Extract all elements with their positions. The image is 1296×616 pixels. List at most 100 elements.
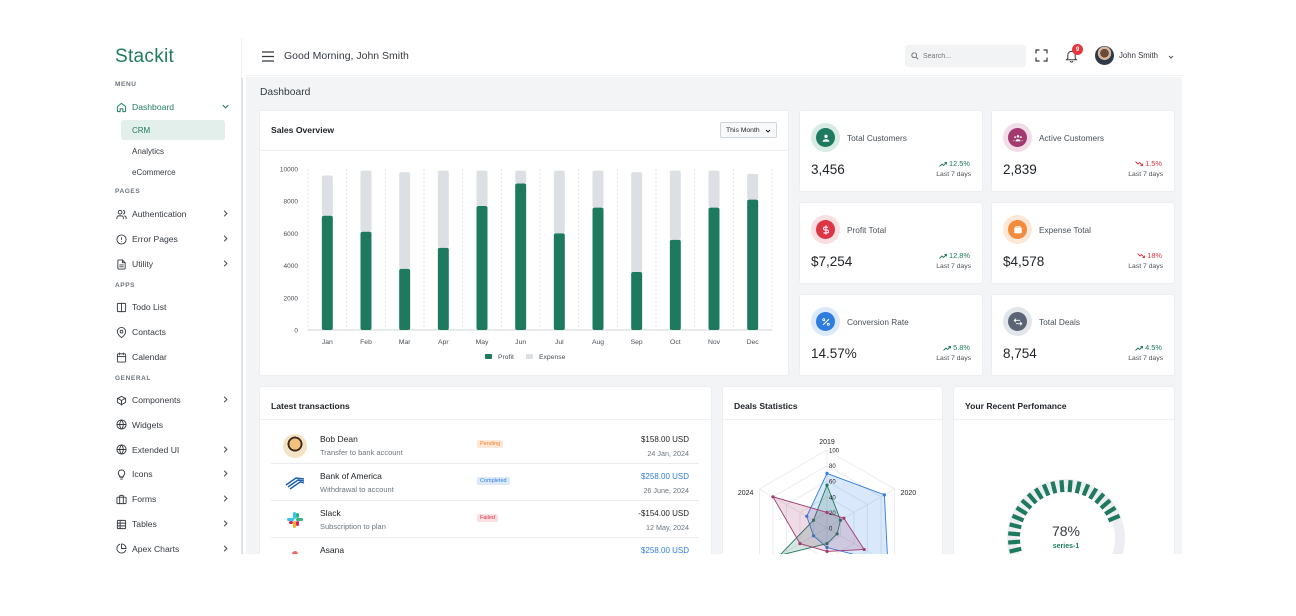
transaction-row-bob-dean[interactable]: Bob Dean Transfer to bank account Pending $… [271, 427, 699, 464]
users-group-icon [1003, 123, 1032, 152]
main-content: Dashboard Sales Overview This Month 0 200… [246, 77, 1182, 554]
sidebar-item-contacts[interactable]: Contacts [112, 322, 234, 342]
legend-label-expense: Expense [539, 354, 566, 361]
gauge-tick [1050, 481, 1058, 494]
transaction-description: Withdrawal to account [320, 485, 394, 494]
stat-card-conversion-rate: Conversion Rate 14.57% 5.8% Last 7 days [800, 295, 982, 375]
gauge-tick [1107, 513, 1121, 523]
sidebar-subitem-crm[interactable]: CRM [121, 120, 225, 140]
user-avatar[interactable] [1095, 46, 1114, 65]
radar-axis-label: 2024 [738, 490, 754, 497]
y-tick-label: 6000 [284, 231, 299, 238]
stat-period: Last 7 days [1128, 171, 1163, 178]
sidebar-item-label: Error Pages [132, 234, 178, 244]
user-circle-icon [811, 123, 840, 152]
y-tick-label: 4000 [284, 263, 299, 270]
bar-expense [360, 170, 372, 232]
stat-label: Total Deals [1039, 317, 1081, 327]
lightbulb-icon [116, 469, 127, 480]
menu-toggle-icon[interactable] [262, 51, 274, 62]
sidebar-item-icons[interactable]: Icons [112, 464, 234, 484]
bank-logo-icon [283, 471, 307, 495]
gauge-tick [1104, 505, 1117, 516]
transaction-row-asana[interactable]: Asana $258.00 USD [271, 538, 699, 554]
sidebar-item-apex-charts[interactable]: Apex Charts [112, 539, 234, 554]
search-input[interactable] [923, 52, 1023, 60]
bar-profit [669, 239, 681, 330]
sidebar-item-error-pages[interactable]: Error Pages [112, 229, 234, 249]
x-tick-label: May [476, 339, 489, 346]
bar-expense [631, 172, 643, 273]
bar-expense [476, 170, 488, 207]
gauge-series-label: series-1 [1053, 543, 1080, 550]
sidebar-item-forms[interactable]: Forms [112, 489, 234, 509]
bar-expense [592, 170, 604, 208]
card-title: Your Recent Perfomance [965, 401, 1067, 411]
transaction-row-bank-of-america[interactable]: Bank of America Withdrawal to account Comp… [271, 464, 699, 501]
stat-change-value: 12.5% [949, 159, 970, 168]
radar-point [825, 510, 829, 514]
stat-change-value: 18% [1147, 251, 1162, 260]
stat-change-value: 4.5% [1145, 343, 1162, 352]
gauge-tick [1099, 498, 1112, 510]
bar-profit [360, 231, 372, 330]
sidebar-scrollbar[interactable] [241, 78, 243, 554]
sidebar-subitem-analytics[interactable]: Analytics [132, 146, 165, 156]
chevron-right-icon [223, 260, 228, 267]
stat-change: 18% [1137, 251, 1162, 260]
sidebar-item-widgets[interactable]: Widgets [112, 415, 234, 435]
sidebar-item-dashboard[interactable]: Dashboard [112, 97, 234, 117]
bar-profit [631, 272, 643, 330]
stat-change-value: 5.8% [953, 343, 970, 352]
bar-profit [708, 207, 720, 330]
user-name[interactable]: John Smith [1119, 51, 1159, 60]
sidebar-item-authentication[interactable]: Authentication [112, 204, 234, 224]
pie-chart-icon [116, 543, 127, 554]
sidebar: Stackit MENU Dashboard CRM Analytics eCo… [104, 38, 243, 554]
search-box[interactable] [905, 45, 1026, 67]
chevron-right-icon [223, 210, 228, 217]
x-tick-label: Jul [555, 339, 564, 346]
sidebar-subitem-ecommerce[interactable]: eCommerce [132, 167, 176, 177]
sidebar-item-tables[interactable]: Tables [112, 514, 234, 534]
transaction-row-slack[interactable]: Slack Subscription to plan Failed -$154.00 … [271, 501, 699, 538]
card-divider [723, 419, 942, 420]
sidebar-item-components[interactable]: Components [112, 390, 234, 410]
chevron-down-icon [222, 104, 229, 109]
legend-marker-profit [485, 354, 492, 359]
chevron-down-icon[interactable] [1168, 54, 1174, 60]
stat-period: Last 7 days [1128, 355, 1163, 362]
transaction-description: Transfer to bank account [320, 448, 403, 457]
card-divider [954, 419, 1174, 420]
deals-radar-chart: 02040608010020192020202120232024 [738, 439, 916, 554]
brand-logo[interactable]: Stackit [115, 46, 175, 67]
stat-card-active-customers: Active Customers 2,839 1.5% Last 7 days [992, 111, 1174, 191]
stat-value: 14.57% [811, 346, 857, 361]
radar-point [862, 547, 866, 552]
fullscreen-icon[interactable] [1035, 49, 1048, 62]
bar-profit [515, 183, 527, 330]
period-dropdown[interactable]: This Month [720, 122, 777, 138]
stat-period: Last 7 days [936, 171, 971, 178]
gauge-tick [1009, 522, 1022, 530]
stat-change: 1.5% [1135, 159, 1162, 168]
sidebar-item-todo-list[interactable]: Todo List [112, 297, 234, 317]
sidebar-item-utility[interactable]: Utility [112, 254, 234, 274]
bar-profit [399, 268, 411, 330]
greeting-text: Good Morning, John Smith [284, 50, 409, 62]
transaction-amount: $258.00 USD [640, 546, 689, 554]
stat-change: 4.5% [1135, 343, 1162, 352]
sidebar-item-calendar[interactable]: Calendar [112, 347, 234, 367]
radar-point [805, 514, 809, 518]
map-pin-icon [116, 326, 127, 338]
gauge-value: 78% [1052, 523, 1080, 539]
transaction-amount: $158.00 USD [640, 435, 689, 444]
trend-up-icon [943, 345, 952, 351]
legend-label-profit: Profit [498, 354, 514, 361]
card-title: Latest transactions [271, 401, 350, 411]
alert-circle-icon [116, 233, 127, 245]
sidebar-item-label: Utility [132, 259, 154, 269]
sidebar-item-extended-ui[interactable]: Extended UI [112, 440, 234, 460]
bar-expense [747, 173, 759, 200]
bar-profit [592, 207, 604, 330]
